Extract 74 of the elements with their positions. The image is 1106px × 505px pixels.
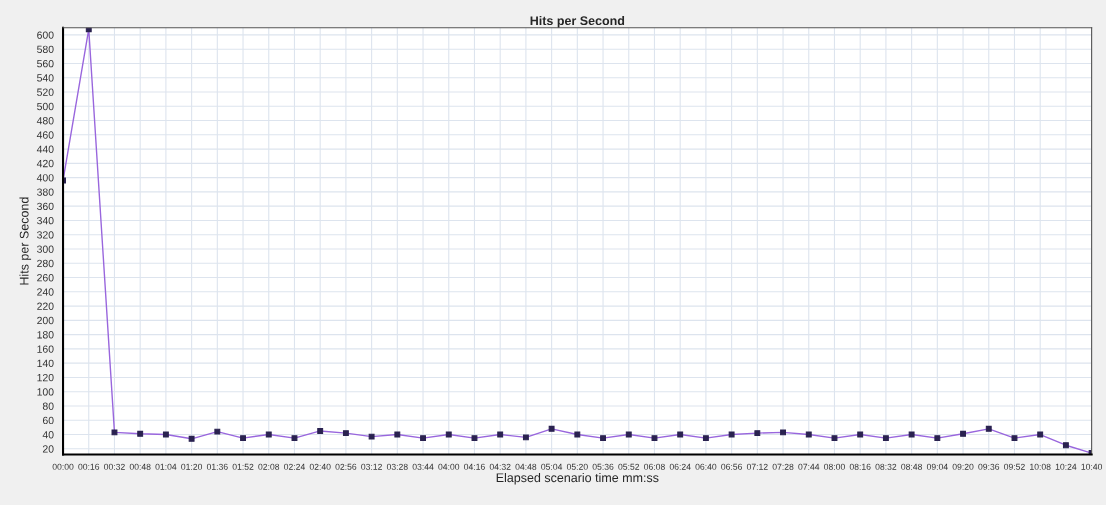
x-tick-label: 05:20	[566, 463, 588, 470]
x-tick-label: 04:48	[515, 463, 537, 470]
y-tick-label: 380	[37, 188, 54, 196]
x-tick-label: 08:16	[849, 463, 871, 470]
x-tick-label: 09:52	[1004, 463, 1025, 470]
y-tick-label: 300	[37, 245, 54, 253]
x-tick-label: 00:48	[129, 463, 151, 470]
y-tick-label: 600	[37, 31, 54, 39]
y-tick-label: 160	[37, 345, 54, 353]
x-tick-label: 03:12	[361, 463, 382, 470]
y-tick-label: 220	[37, 302, 54, 310]
x-tick-label: 06:08	[644, 463, 665, 470]
y-tick-label: 260	[37, 274, 54, 282]
x-tick-label: 04:32	[489, 463, 511, 470]
x-tick-label: 05:04	[541, 463, 563, 470]
y-tick-label: 100	[37, 388, 54, 396]
x-tick-label: 09:04	[926, 463, 948, 470]
x-tick-label: 05:36	[592, 463, 614, 470]
y-tick-label: 40	[42, 431, 54, 439]
y-tick-label: 420	[36, 159, 54, 168]
y-tick-label: 320	[37, 231, 54, 239]
x-tick-label: 09:20	[952, 463, 974, 470]
y-tick-label: 200	[37, 316, 54, 325]
x-tick-label: 04:16	[464, 463, 485, 470]
y-tick-label: 480	[36, 117, 54, 125]
x-tick-label: 05:52	[618, 463, 640, 470]
x-tick-label: 10:40	[1081, 463, 1103, 470]
y-tick-label: 360	[37, 202, 54, 211]
x-tick-label: 07:28	[772, 463, 794, 470]
x-tick-label: 00:32	[104, 463, 125, 470]
x-tick-label: 08:32	[875, 463, 897, 470]
x-tick-label: 08:00	[824, 463, 845, 470]
y-tick-label: 400	[36, 174, 54, 182]
x-tick-label: 10:24	[1055, 463, 1077, 470]
y-tick-label: 500	[37, 102, 54, 111]
x-tick-label: 04:00	[438, 463, 460, 470]
y-tick-label: 20	[42, 445, 54, 453]
x-tick-label: 01:04	[155, 463, 177, 470]
y-tick-label: 580	[37, 45, 54, 54]
y-tick-label: 80	[42, 402, 54, 410]
x-tick-label: 02:56	[335, 463, 357, 470]
x-tick-label: 07:12	[746, 463, 768, 470]
x-tick-label: 03:44	[412, 463, 434, 470]
x-tick-label: 06:40	[695, 463, 717, 470]
y-tick-label: 120	[37, 373, 54, 382]
y-tick-label: 520	[37, 88, 54, 96]
x-tick-label: 09:36	[978, 463, 1000, 470]
x-tick-label: 06:24	[669, 463, 691, 470]
y-tick-label: 60	[42, 416, 54, 425]
x-tick-label: 01:20	[181, 463, 203, 470]
y-tick-label: 540	[37, 74, 54, 82]
x-tick-label: 03:28	[386, 463, 408, 470]
y-tick-label: 340	[37, 216, 54, 225]
y-tick-label: 440	[36, 145, 54, 153]
x-tick-label: 00:16	[78, 463, 100, 470]
x-tick-label: 01:36	[206, 463, 228, 470]
x-tick-label: 02:40	[309, 463, 331, 470]
y-tick-label: 560	[37, 59, 54, 68]
y-tick-label: 240	[37, 288, 54, 296]
x-axis-title: Elapsed scenario time mm:ss	[496, 472, 659, 485]
x-tick-label: 02:08	[258, 463, 280, 470]
x-tick-label: 02:24	[284, 463, 305, 470]
x-tick-label: 10:08	[1030, 463, 1051, 470]
y-tick-label: 180	[37, 331, 54, 339]
x-tick-label: 06:56	[721, 463, 743, 470]
x-tick-label: 01:52	[232, 463, 254, 470]
x-tick-label: 00:00	[52, 463, 74, 470]
x-tick-label: 07:44	[798, 463, 820, 470]
chart-title: Hits per Second	[530, 15, 625, 28]
y-tick-label: 460	[36, 131, 54, 139]
y-tick-label: 280	[37, 259, 54, 268]
x-tick-label: 08:48	[901, 463, 923, 470]
y-axis-title: Hits per Second	[19, 197, 32, 285]
y-tick-label: 140	[37, 359, 54, 368]
